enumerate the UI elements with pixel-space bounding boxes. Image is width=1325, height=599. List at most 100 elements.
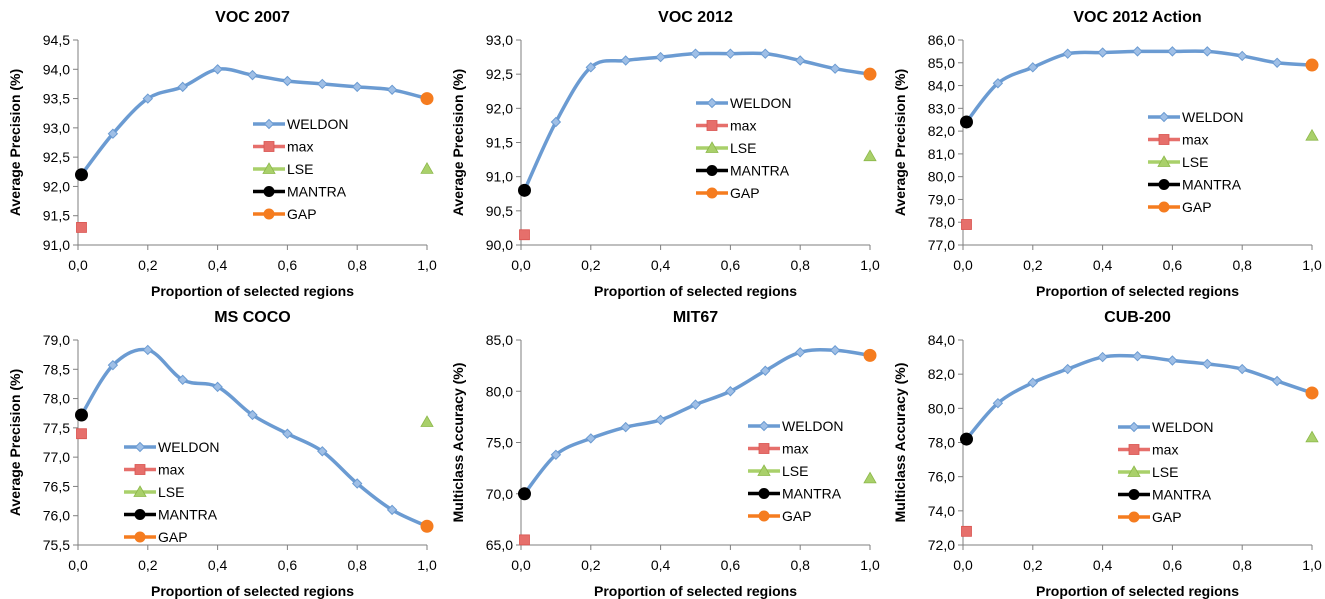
lse-marker bbox=[420, 415, 434, 427]
max-marker bbox=[961, 525, 972, 537]
x-tick-label: 0,2 bbox=[138, 557, 158, 573]
mantra-marker bbox=[1128, 488, 1140, 501]
weldon-marker bbox=[142, 344, 154, 356]
legend-label: GAP bbox=[287, 206, 317, 222]
y-tick-label: 91,5 bbox=[486, 135, 513, 151]
y-tick-label: 94,0 bbox=[43, 61, 70, 77]
weldon-marker bbox=[247, 69, 258, 81]
legend-label: max bbox=[287, 139, 313, 155]
x-axis-label: Proportion of selected regions bbox=[151, 283, 354, 299]
y-tick-label: 83,0 bbox=[928, 100, 955, 116]
legend-label: max bbox=[730, 118, 756, 134]
x-tick-label: 0,6 bbox=[721, 257, 741, 273]
y-tick-label: 92,5 bbox=[43, 149, 70, 165]
max-marker bbox=[76, 222, 87, 233]
chart-title: MS COCO bbox=[214, 309, 290, 326]
weldon-marker bbox=[794, 55, 806, 66]
weldon-marker bbox=[1097, 351, 1108, 363]
weldon-marker bbox=[829, 345, 841, 356]
legend-label: GAP bbox=[158, 529, 188, 545]
weldon-marker bbox=[725, 386, 736, 397]
weldon-marker bbox=[317, 446, 328, 457]
legend-label: LSE bbox=[1182, 154, 1208, 170]
x-tick-label: 0,0 bbox=[68, 257, 88, 273]
weldon-marker bbox=[1202, 46, 1213, 57]
weldon-marker bbox=[386, 84, 398, 95]
y-tick-label: 82,0 bbox=[928, 366, 955, 382]
y-tick-label: 65,0 bbox=[486, 537, 513, 553]
weldon-marker bbox=[758, 420, 770, 432]
gap-marker bbox=[863, 67, 877, 81]
x-tick-label: 0,4 bbox=[208, 257, 228, 273]
weldon-marker bbox=[655, 414, 666, 426]
y-axis-label: Average Precision (%) bbox=[450, 69, 466, 216]
y-axis-label: Average Precision (%) bbox=[7, 369, 23, 516]
legend-label: GAP bbox=[1152, 509, 1182, 525]
y-tick-label: 70,0 bbox=[486, 486, 513, 502]
y-tick-label: 90,0 bbox=[486, 237, 513, 253]
mantra-marker bbox=[74, 408, 88, 422]
weldon-marker bbox=[1158, 111, 1170, 123]
legend-label: LSE bbox=[287, 161, 313, 177]
legend-label: LSE bbox=[1152, 464, 1178, 480]
legend-label: WELDON bbox=[1182, 109, 1243, 125]
legend-label: WELDON bbox=[730, 95, 791, 111]
lse-marker bbox=[1127, 465, 1141, 477]
chart-panel-ms-coco: MS COCO Average Precision (%) Proportion o… bbox=[0, 300, 440, 599]
x-tick-label: 0,2 bbox=[138, 257, 158, 273]
x-tick-label: 1,0 bbox=[417, 557, 437, 573]
chart-svg: CUB-200 Multiclass Accuracy (%) Proportion… bbox=[892, 309, 1322, 599]
weldon-marker bbox=[760, 48, 771, 59]
y-tick-label: 79,0 bbox=[43, 332, 70, 348]
legend-label: MANTRA bbox=[158, 507, 218, 523]
x-tick-label: 0,8 bbox=[347, 557, 367, 573]
weldon-marker bbox=[351, 478, 363, 489]
lse-marker bbox=[757, 464, 771, 476]
weldon-marker bbox=[992, 78, 1004, 89]
weldon-marker bbox=[1167, 46, 1178, 57]
y-axis-label: Average Precision (%) bbox=[892, 69, 908, 216]
x-axis-label: Proportion of selected regions bbox=[594, 283, 797, 299]
legend-label: MANTRA bbox=[287, 184, 347, 200]
legend-label: LSE bbox=[158, 484, 184, 500]
y-tick-label: 80,0 bbox=[486, 383, 513, 399]
weldon-marker bbox=[317, 78, 328, 90]
x-tick-label: 1,0 bbox=[1302, 557, 1322, 573]
chart-panel-cub200: CUB-200 Multiclass Accuracy (%) Proportion… bbox=[885, 300, 1325, 599]
x-tick-label: 0,2 bbox=[1023, 557, 1043, 573]
gap-marker bbox=[1305, 58, 1319, 72]
y-tick-label: 91,0 bbox=[43, 237, 70, 253]
y-tick-label: 92,0 bbox=[43, 178, 70, 194]
legend-label: WELDON bbox=[158, 439, 219, 455]
max-marker bbox=[519, 534, 530, 546]
series-line-weldon bbox=[964, 49, 1314, 124]
weldon-marker bbox=[1132, 351, 1143, 362]
weldon-marker bbox=[620, 421, 631, 433]
weldon-marker bbox=[1236, 50, 1248, 62]
y-tick-label: 78,5 bbox=[43, 361, 70, 377]
legend-label: LSE bbox=[730, 140, 756, 156]
legend-label: GAP bbox=[782, 508, 812, 524]
chart-svg: VOC 2007 Average Precision (%) Proportion … bbox=[7, 9, 437, 299]
legend-label: WELDON bbox=[287, 116, 348, 132]
mantra-marker bbox=[1158, 178, 1170, 191]
y-tick-label: 93,5 bbox=[43, 91, 70, 107]
y-axis-label: Average Precision (%) bbox=[7, 69, 23, 216]
weldon-marker bbox=[1271, 57, 1283, 68]
mantra-marker bbox=[263, 185, 275, 198]
series-line-weldon bbox=[79, 347, 429, 529]
mantra-marker bbox=[517, 487, 531, 501]
weldon-marker bbox=[107, 359, 119, 371]
x-tick-label: 0,6 bbox=[1163, 557, 1183, 573]
gap-marker bbox=[134, 531, 146, 543]
x-tick-label: 0,6 bbox=[721, 557, 741, 573]
y-tick-label: 74,0 bbox=[928, 503, 955, 519]
y-tick-label: 79,0 bbox=[928, 191, 955, 207]
max-marker bbox=[263, 141, 275, 152]
weldon-marker bbox=[550, 449, 562, 461]
x-tick-label: 0,2 bbox=[1023, 257, 1043, 273]
chart-panel-mit67: MIT67 Multiclass Accuracy (%) Proportion o… bbox=[443, 300, 883, 599]
weldon-marker bbox=[212, 64, 223, 75]
weldon-marker bbox=[620, 55, 631, 66]
x-tick-label: 0,6 bbox=[1163, 257, 1183, 273]
